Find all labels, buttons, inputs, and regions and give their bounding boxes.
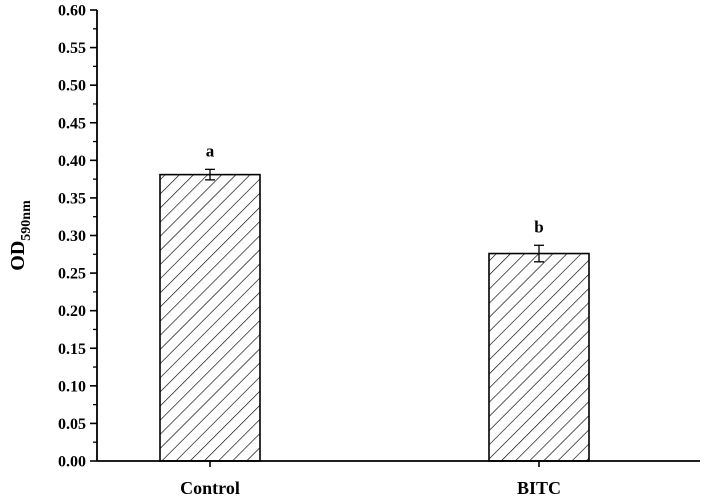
y-tick-label: 0.60 [58, 3, 86, 20]
y-tick-label: 0.30 [58, 228, 86, 245]
error-bars-layer [205, 168, 544, 263]
axes-layer [90, 9, 700, 467]
bar-control [159, 173, 261, 462]
y-axis-label-subscript: 590nm [19, 200, 34, 241]
y-axis-label-main: OD [7, 241, 29, 271]
y-tick-label: 0.55 [58, 40, 86, 57]
y-tick-label: 0.50 [58, 78, 86, 95]
y-tick-label: 0.00 [58, 454, 86, 471]
y-tick-label: 0.35 [58, 190, 86, 207]
y-tick-label: 0.15 [58, 341, 86, 358]
bar-bitc [488, 252, 590, 462]
y-tick-label: 0.45 [58, 115, 86, 132]
y-axis-label: OD590nm [7, 200, 34, 271]
y-tick-label: 0.05 [58, 416, 86, 433]
x-tick-label: BITC [517, 478, 561, 496]
y-tick-label: 0.10 [58, 378, 86, 395]
labels-layer: a Control b BITC 0.00 0.05 0.10 0.15 0.20 0.25 0.3… [7, 3, 561, 496]
y-tick-label: 0.20 [58, 303, 86, 320]
significance-label: b [534, 217, 543, 236]
x-tick-label: Control [180, 478, 240, 496]
bars-layer [159, 173, 590, 462]
significance-label: a [206, 141, 215, 160]
y-tick-label: 0.40 [58, 153, 86, 170]
y-tick-label: 0.25 [58, 266, 86, 283]
